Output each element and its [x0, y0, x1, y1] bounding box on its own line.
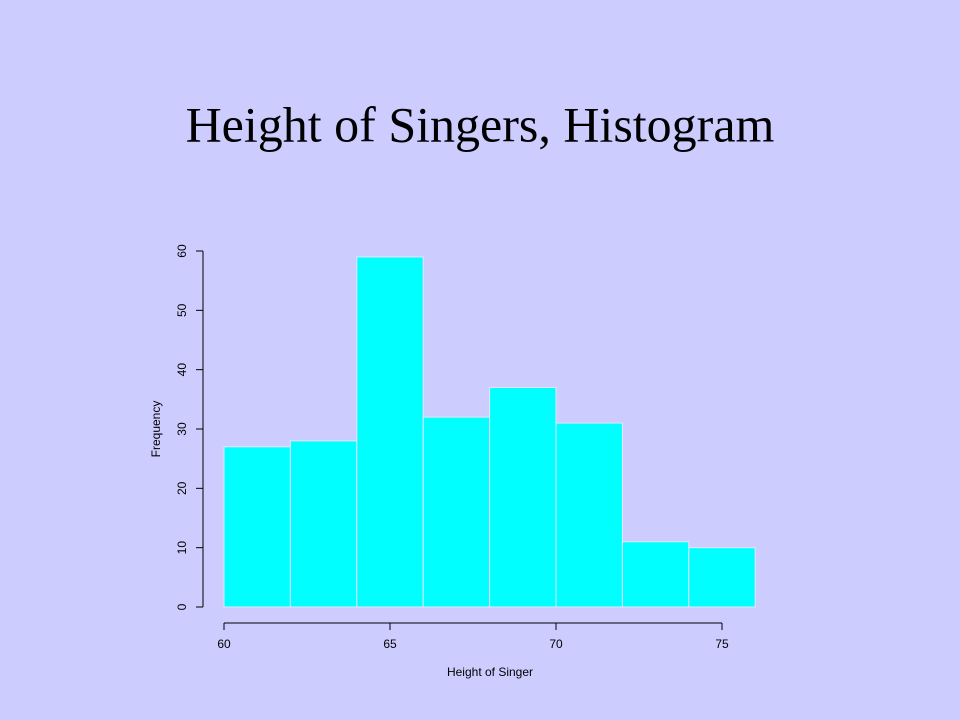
y-tick-label: 10 — [175, 541, 189, 555]
y-tick-label: 30 — [175, 422, 189, 436]
bar — [688, 547, 756, 608]
bar — [356, 256, 424, 608]
y-axis-label: Frequency — [149, 401, 163, 458]
x-tick-label: 65 — [383, 637, 397, 651]
bar — [555, 422, 623, 608]
chart-title: Height of Singers, Histogram — [186, 96, 775, 152]
y-tick-label: 60 — [175, 244, 189, 258]
y-tick-label: 20 — [175, 481, 189, 495]
x-tick-label: 75 — [715, 637, 729, 651]
bar — [289, 440, 358, 608]
bar — [489, 386, 557, 608]
x-axis-label: Height of Singer — [447, 665, 533, 679]
bar — [621, 541, 690, 608]
y-tick-label: 40 — [175, 363, 189, 377]
y-tick-label: 50 — [175, 303, 189, 317]
x-tick-label: 70 — [549, 637, 563, 651]
x-tick-label: 60 — [217, 637, 231, 651]
y-tick-label: 0 — [175, 603, 189, 610]
bar — [422, 416, 491, 608]
bar — [223, 446, 291, 608]
